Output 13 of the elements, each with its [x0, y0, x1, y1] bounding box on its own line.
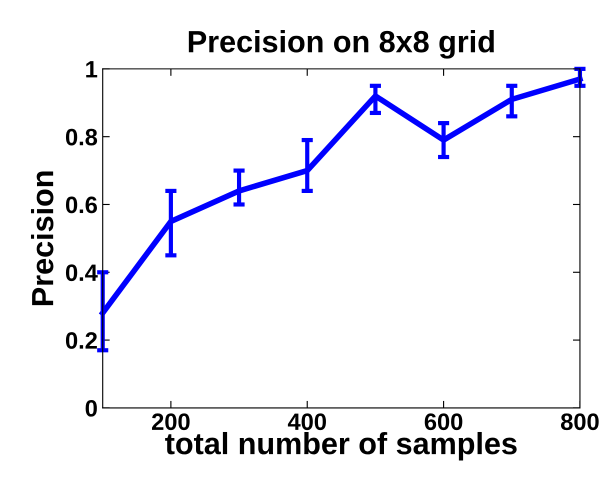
y-tick-label: 0.8: [66, 128, 98, 146]
x-tick-label: 400: [288, 413, 326, 430]
x-tick-label: 200: [152, 413, 190, 430]
x-tick-label: 600: [424, 413, 462, 430]
y-tick-label: 0: [86, 400, 97, 417]
chart-title: Precision on 8x8 grid: [188, 30, 494, 59]
y-tick-label: 1: [86, 61, 98, 78]
x-tick-label: 800: [561, 413, 599, 430]
y-tick-label: 0.2: [66, 332, 97, 349]
y-tick-label: 0.4: [66, 264, 98, 282]
y-axis-title: Precision: [30, 171, 54, 306]
y-tick-label: 0.6: [66, 196, 97, 214]
x-axis-title: total number of samples: [165, 432, 517, 460]
